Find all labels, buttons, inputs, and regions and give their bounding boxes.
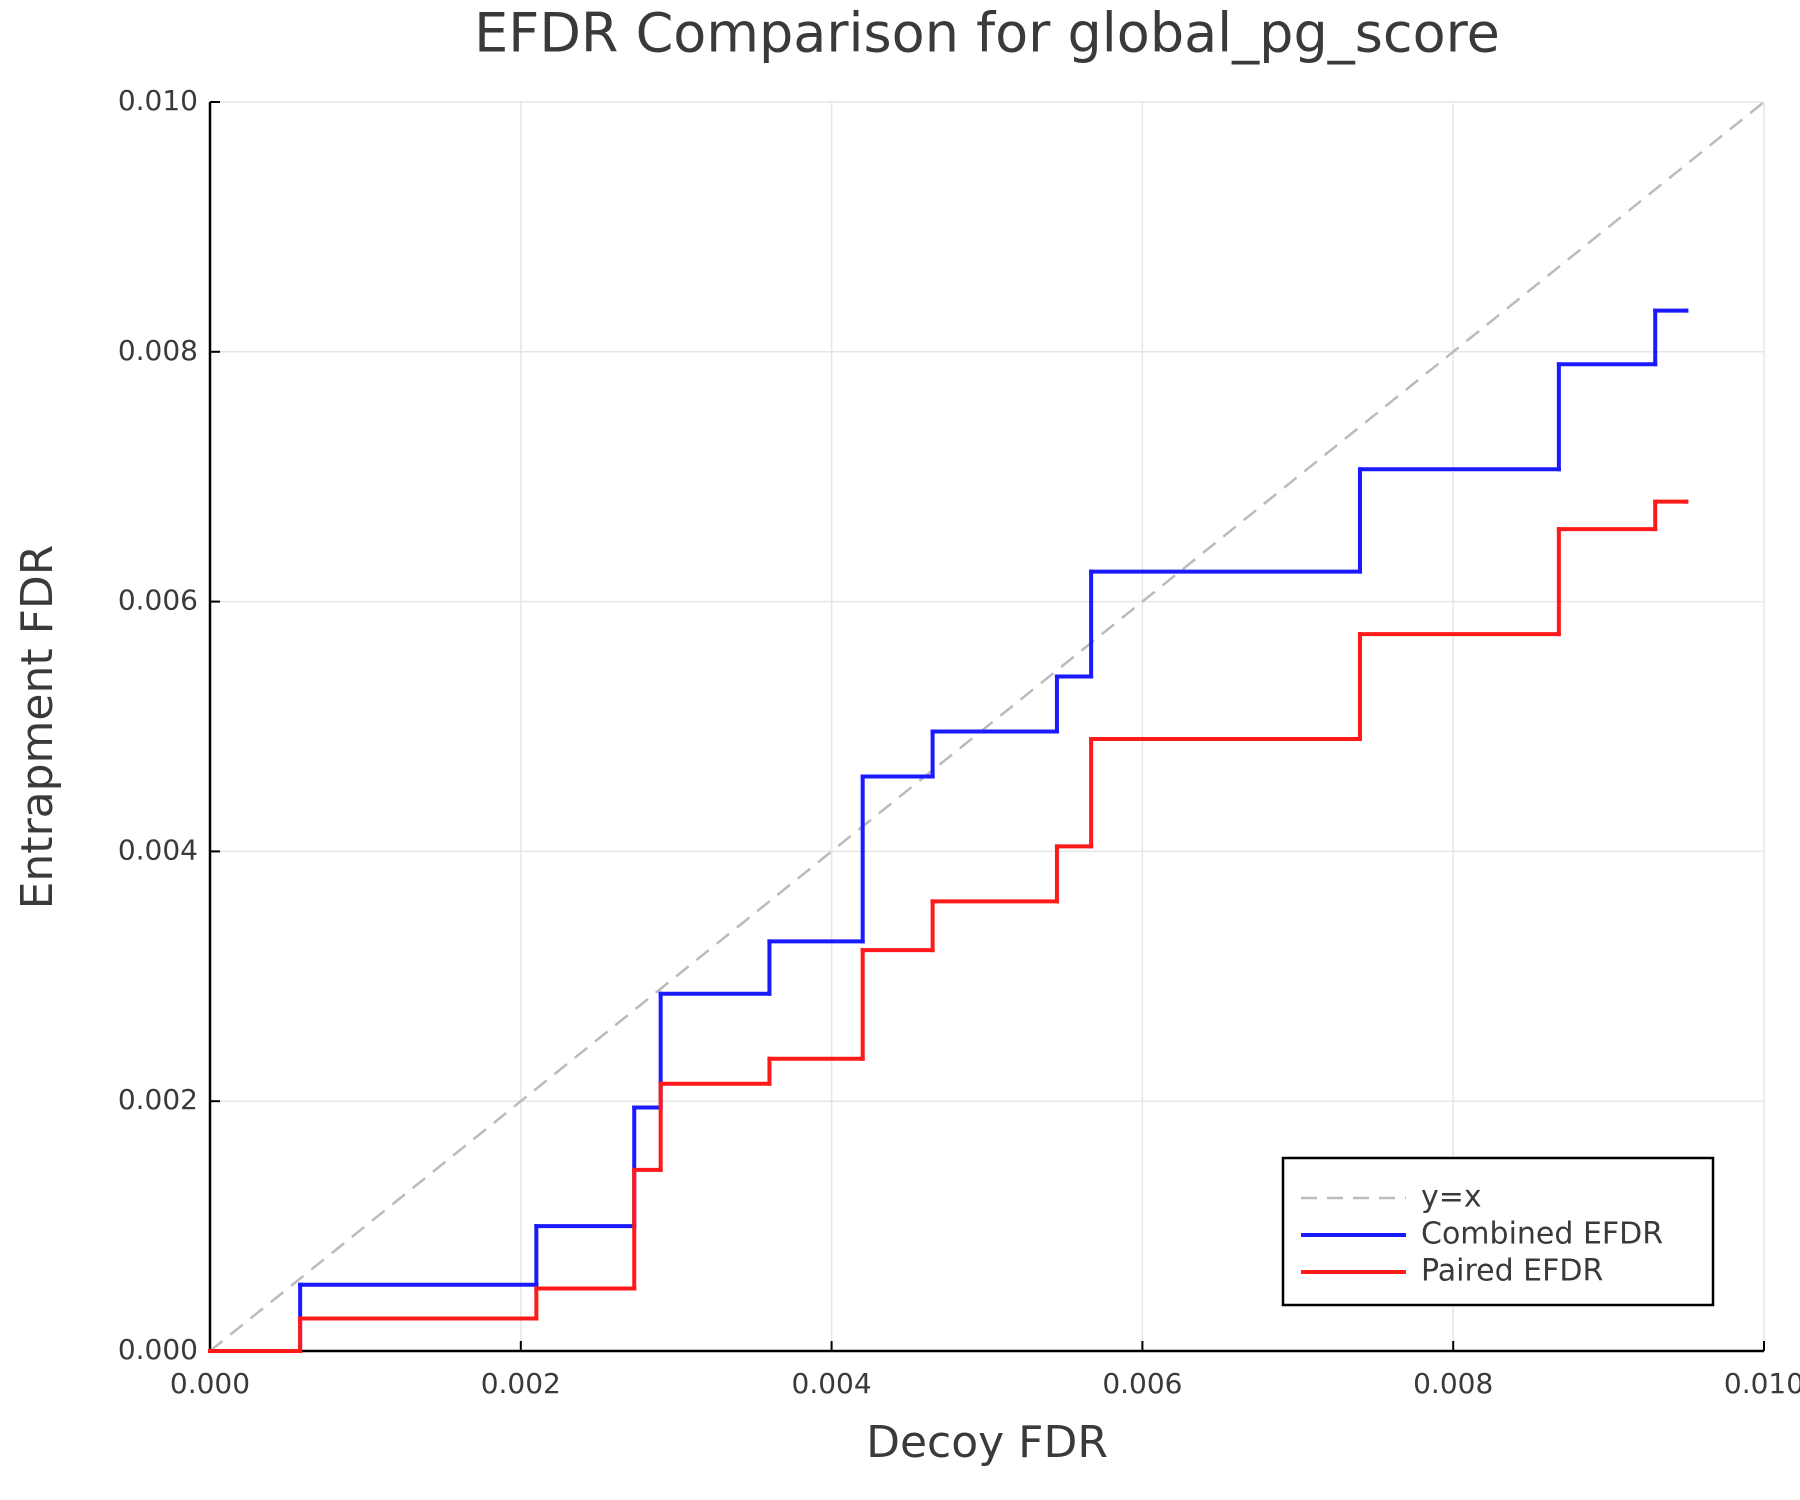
x-axis-label: Decoy FDR bbox=[866, 1417, 1108, 1468]
y-tick-label: 0.002 bbox=[118, 1083, 198, 1116]
legend-label: Paired EFDR bbox=[1421, 1254, 1603, 1289]
x-tick-label: 0.004 bbox=[792, 1367, 872, 1400]
y-tick-label: 0.000 bbox=[118, 1333, 198, 1366]
x-tick-label: 0.000 bbox=[170, 1367, 250, 1400]
y-tick-label: 0.006 bbox=[118, 584, 198, 617]
x-tick-label: 0.002 bbox=[481, 1367, 561, 1400]
x-tick-label: 0.008 bbox=[1413, 1367, 1493, 1400]
reference-line bbox=[209, 101, 1765, 1352]
legend-box bbox=[1281, 1156, 1715, 1307]
y-tick-label: 0.008 bbox=[118, 334, 198, 367]
y-axis-label: Entrapment FDR bbox=[12, 545, 63, 910]
chart-title: EFDR Comparison for global_pg_score bbox=[474, 2, 1500, 65]
legend-label: Combined EFDR bbox=[1421, 1217, 1663, 1252]
y-tick-label: 0.010 bbox=[118, 84, 198, 117]
x-tick-label: 0.006 bbox=[1102, 1367, 1182, 1400]
x-tick-label: 0.010 bbox=[1724, 1367, 1800, 1400]
y-tick-label: 0.004 bbox=[118, 833, 198, 866]
legend-label: y=x bbox=[1421, 1180, 1482, 1215]
